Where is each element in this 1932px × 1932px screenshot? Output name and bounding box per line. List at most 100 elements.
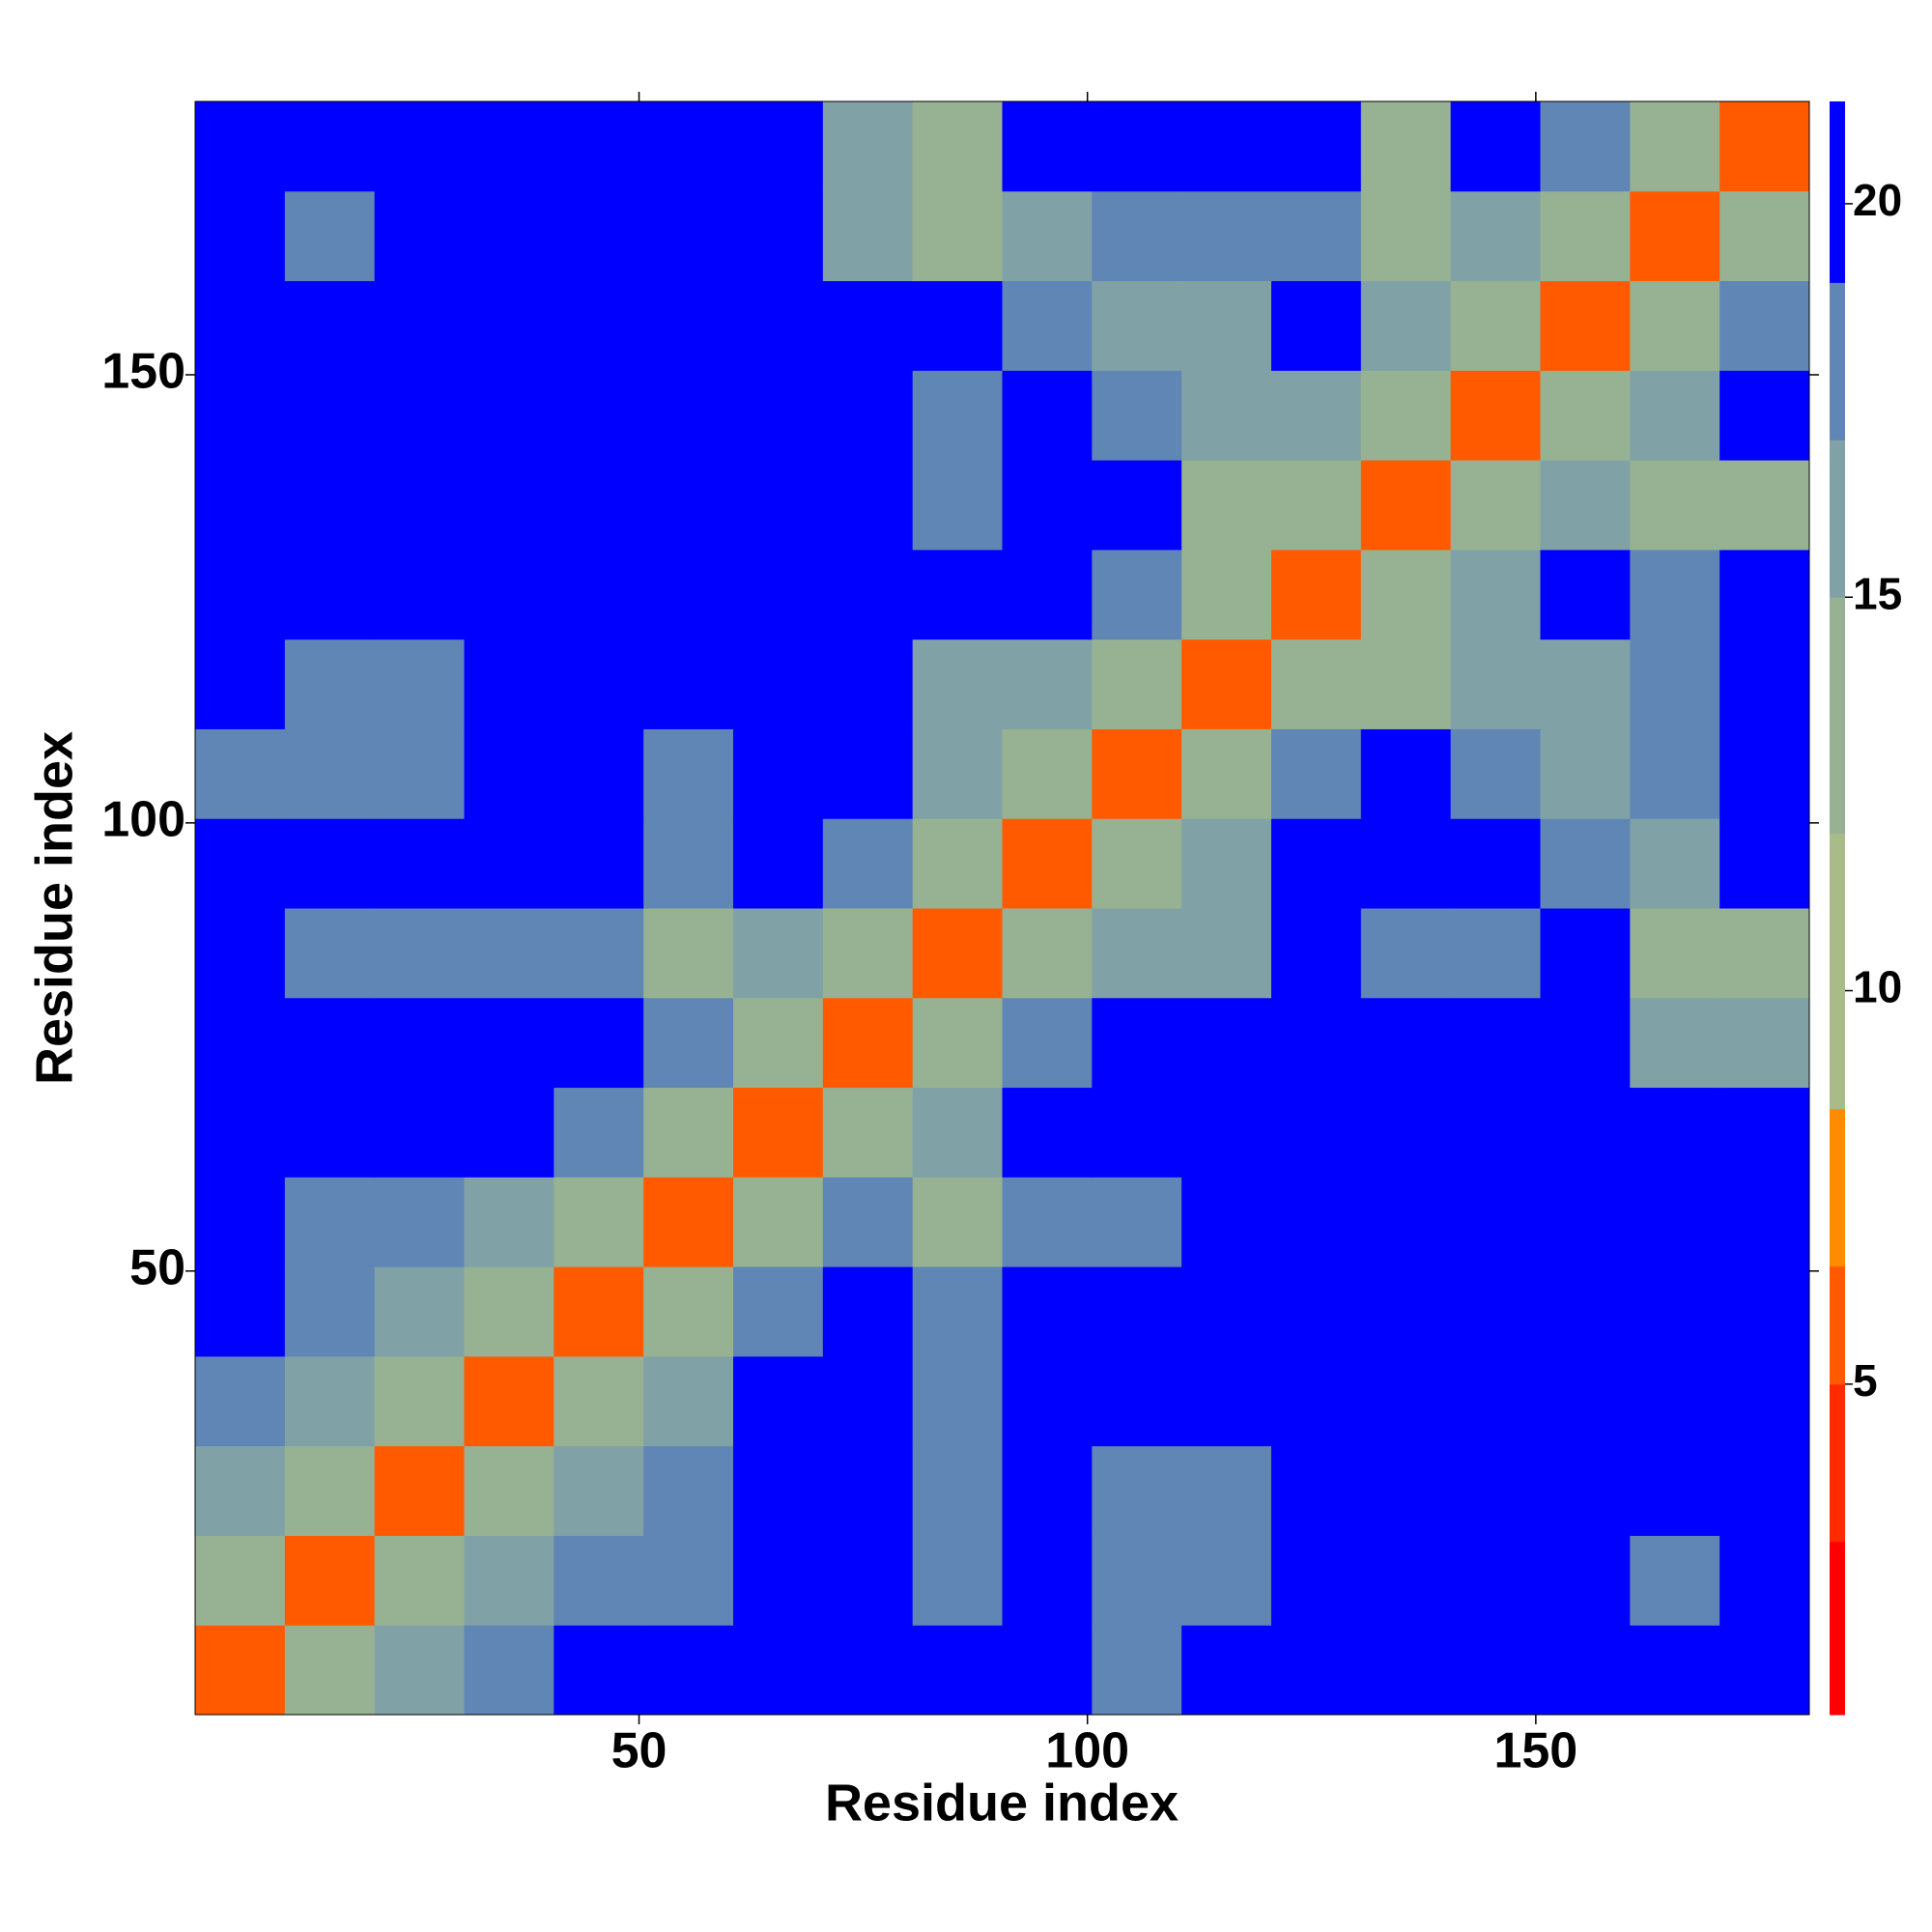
- heatmap-cell: [1719, 728, 1810, 819]
- heatmap-cell: [1271, 1355, 1362, 1447]
- colorbar-segment: [1830, 282, 1845, 440]
- heatmap-cell: [1450, 818, 1541, 909]
- heatmap-cell: [1630, 1445, 1720, 1536]
- heatmap-cell: [554, 1625, 644, 1716]
- heatmap-cell: [1181, 1535, 1272, 1626]
- heatmap-cell: [1002, 549, 1093, 640]
- heatmap-cell: [1719, 1266, 1810, 1357]
- heatmap-cell: [1719, 190, 1810, 282]
- heatmap-cell: [1630, 549, 1720, 640]
- heatmap-cell: [1630, 639, 1720, 729]
- y-tick-label: 50: [129, 1239, 185, 1295]
- heatmap-cell: [1540, 1266, 1631, 1357]
- heatmap-cell: [195, 1445, 286, 1536]
- heatmap-cell: [1181, 370, 1272, 461]
- heatmap-cell: [1719, 1535, 1810, 1626]
- heatmap-cell: [1092, 370, 1182, 461]
- heatmap-cell: [1002, 370, 1093, 461]
- heatmap-cell: [554, 190, 644, 282]
- heatmap-cell: [1181, 549, 1272, 640]
- heatmap-cell: [822, 728, 914, 819]
- heatmap-cell: [733, 370, 824, 461]
- heatmap-cell: [912, 370, 1003, 461]
- heatmap-cell: [1450, 370, 1541, 461]
- heatmap-cell: [643, 728, 734, 819]
- heatmap-cell: [1540, 908, 1631, 999]
- heatmap-cell: [822, 1355, 914, 1447]
- heatmap-cell: [1181, 639, 1272, 729]
- heatmap-cell: [1450, 1087, 1541, 1178]
- heatmap-cell: [464, 101, 554, 192]
- heatmap-cell: [643, 1535, 734, 1626]
- heatmap-cell: [464, 908, 554, 999]
- heatmap-cell: [1002, 1355, 1093, 1447]
- heatmap-cell: [195, 1177, 286, 1267]
- heatmap-cell: [1630, 190, 1720, 282]
- heatmap-cell: [733, 1445, 824, 1536]
- colorbar-segment: [1830, 833, 1845, 1110]
- heatmap-cell: [284, 190, 376, 282]
- heatmap-cell: [554, 997, 644, 1089]
- heatmap-cell: [643, 818, 734, 909]
- heatmap-cell: [1271, 370, 1362, 461]
- heatmap-cell: [1450, 101, 1541, 192]
- heatmap-cell: [822, 1535, 914, 1626]
- heatmap-cell: [374, 908, 465, 999]
- heatmap-cell: [284, 639, 376, 729]
- heatmap-cell: [1092, 101, 1182, 192]
- heatmap-cell: [464, 460, 554, 551]
- heatmap-cell: [1450, 549, 1541, 640]
- heatmap-cell: [1450, 280, 1541, 371]
- heatmap-cell: [912, 1266, 1003, 1357]
- heatmap-cell: [912, 1535, 1003, 1626]
- heatmap-cell: [822, 1625, 914, 1716]
- heatmap-cell: [643, 190, 734, 282]
- heatmap-cell: [1630, 908, 1720, 999]
- heatmap-cell: [1450, 1625, 1541, 1716]
- heatmap-cell: [1181, 190, 1272, 282]
- heatmap-cell: [1630, 101, 1720, 192]
- heatmap-cell: [554, 639, 644, 729]
- heatmap-cell: [374, 101, 465, 192]
- heatmap-cell: [554, 1445, 644, 1536]
- heatmap-cell: [1002, 1266, 1093, 1357]
- y-tick-label: 150: [101, 344, 185, 400]
- heatmap-cell: [554, 818, 644, 909]
- heatmap-cell: [1360, 639, 1452, 729]
- heatmap-cell: [1540, 370, 1631, 461]
- heatmap-cell: [1360, 549, 1452, 640]
- plot-frame: [194, 100, 1810, 1716]
- heatmap-cell: [733, 460, 824, 551]
- heatmap-cell: [1540, 190, 1631, 282]
- heatmap-cell: [643, 1445, 734, 1536]
- heatmap-cell: [1540, 639, 1631, 729]
- heatmap-cell: [1092, 908, 1182, 999]
- heatmap-cell: [195, 818, 286, 909]
- heatmap-cell: [733, 1087, 824, 1178]
- heatmap-cell: [643, 101, 734, 192]
- heatmap-cell: [1450, 1177, 1541, 1267]
- heatmap-cell: [1181, 1445, 1272, 1536]
- heatmap-cell: [1540, 1535, 1631, 1626]
- heatmap-cell: [1630, 1535, 1720, 1626]
- colorbar-segment: [1830, 1383, 1845, 1543]
- heatmap-cell: [733, 908, 824, 999]
- heatmap-cell: [1181, 1266, 1272, 1357]
- heatmap-cell: [822, 190, 914, 282]
- heatmap-cell: [1719, 997, 1810, 1089]
- heatmap-cell: [912, 1177, 1003, 1267]
- heatmap-cell: [1092, 280, 1182, 371]
- heatmap-cell: [822, 549, 914, 640]
- heatmap-cell: [1181, 280, 1272, 371]
- heatmap-cell: [1540, 549, 1631, 640]
- heatmap-cell: [374, 1535, 465, 1626]
- heatmap-cell: [374, 639, 465, 729]
- y-tick-label: 100: [101, 792, 185, 848]
- heatmap-cell: [643, 460, 734, 551]
- heatmap-cell: [284, 280, 376, 371]
- heatmap-cell: [1271, 1625, 1362, 1716]
- heatmap-cell: [554, 370, 644, 461]
- heatmap-cell: [1719, 280, 1810, 371]
- heatmap-cell: [195, 280, 286, 371]
- heatmap-cell: [733, 101, 824, 192]
